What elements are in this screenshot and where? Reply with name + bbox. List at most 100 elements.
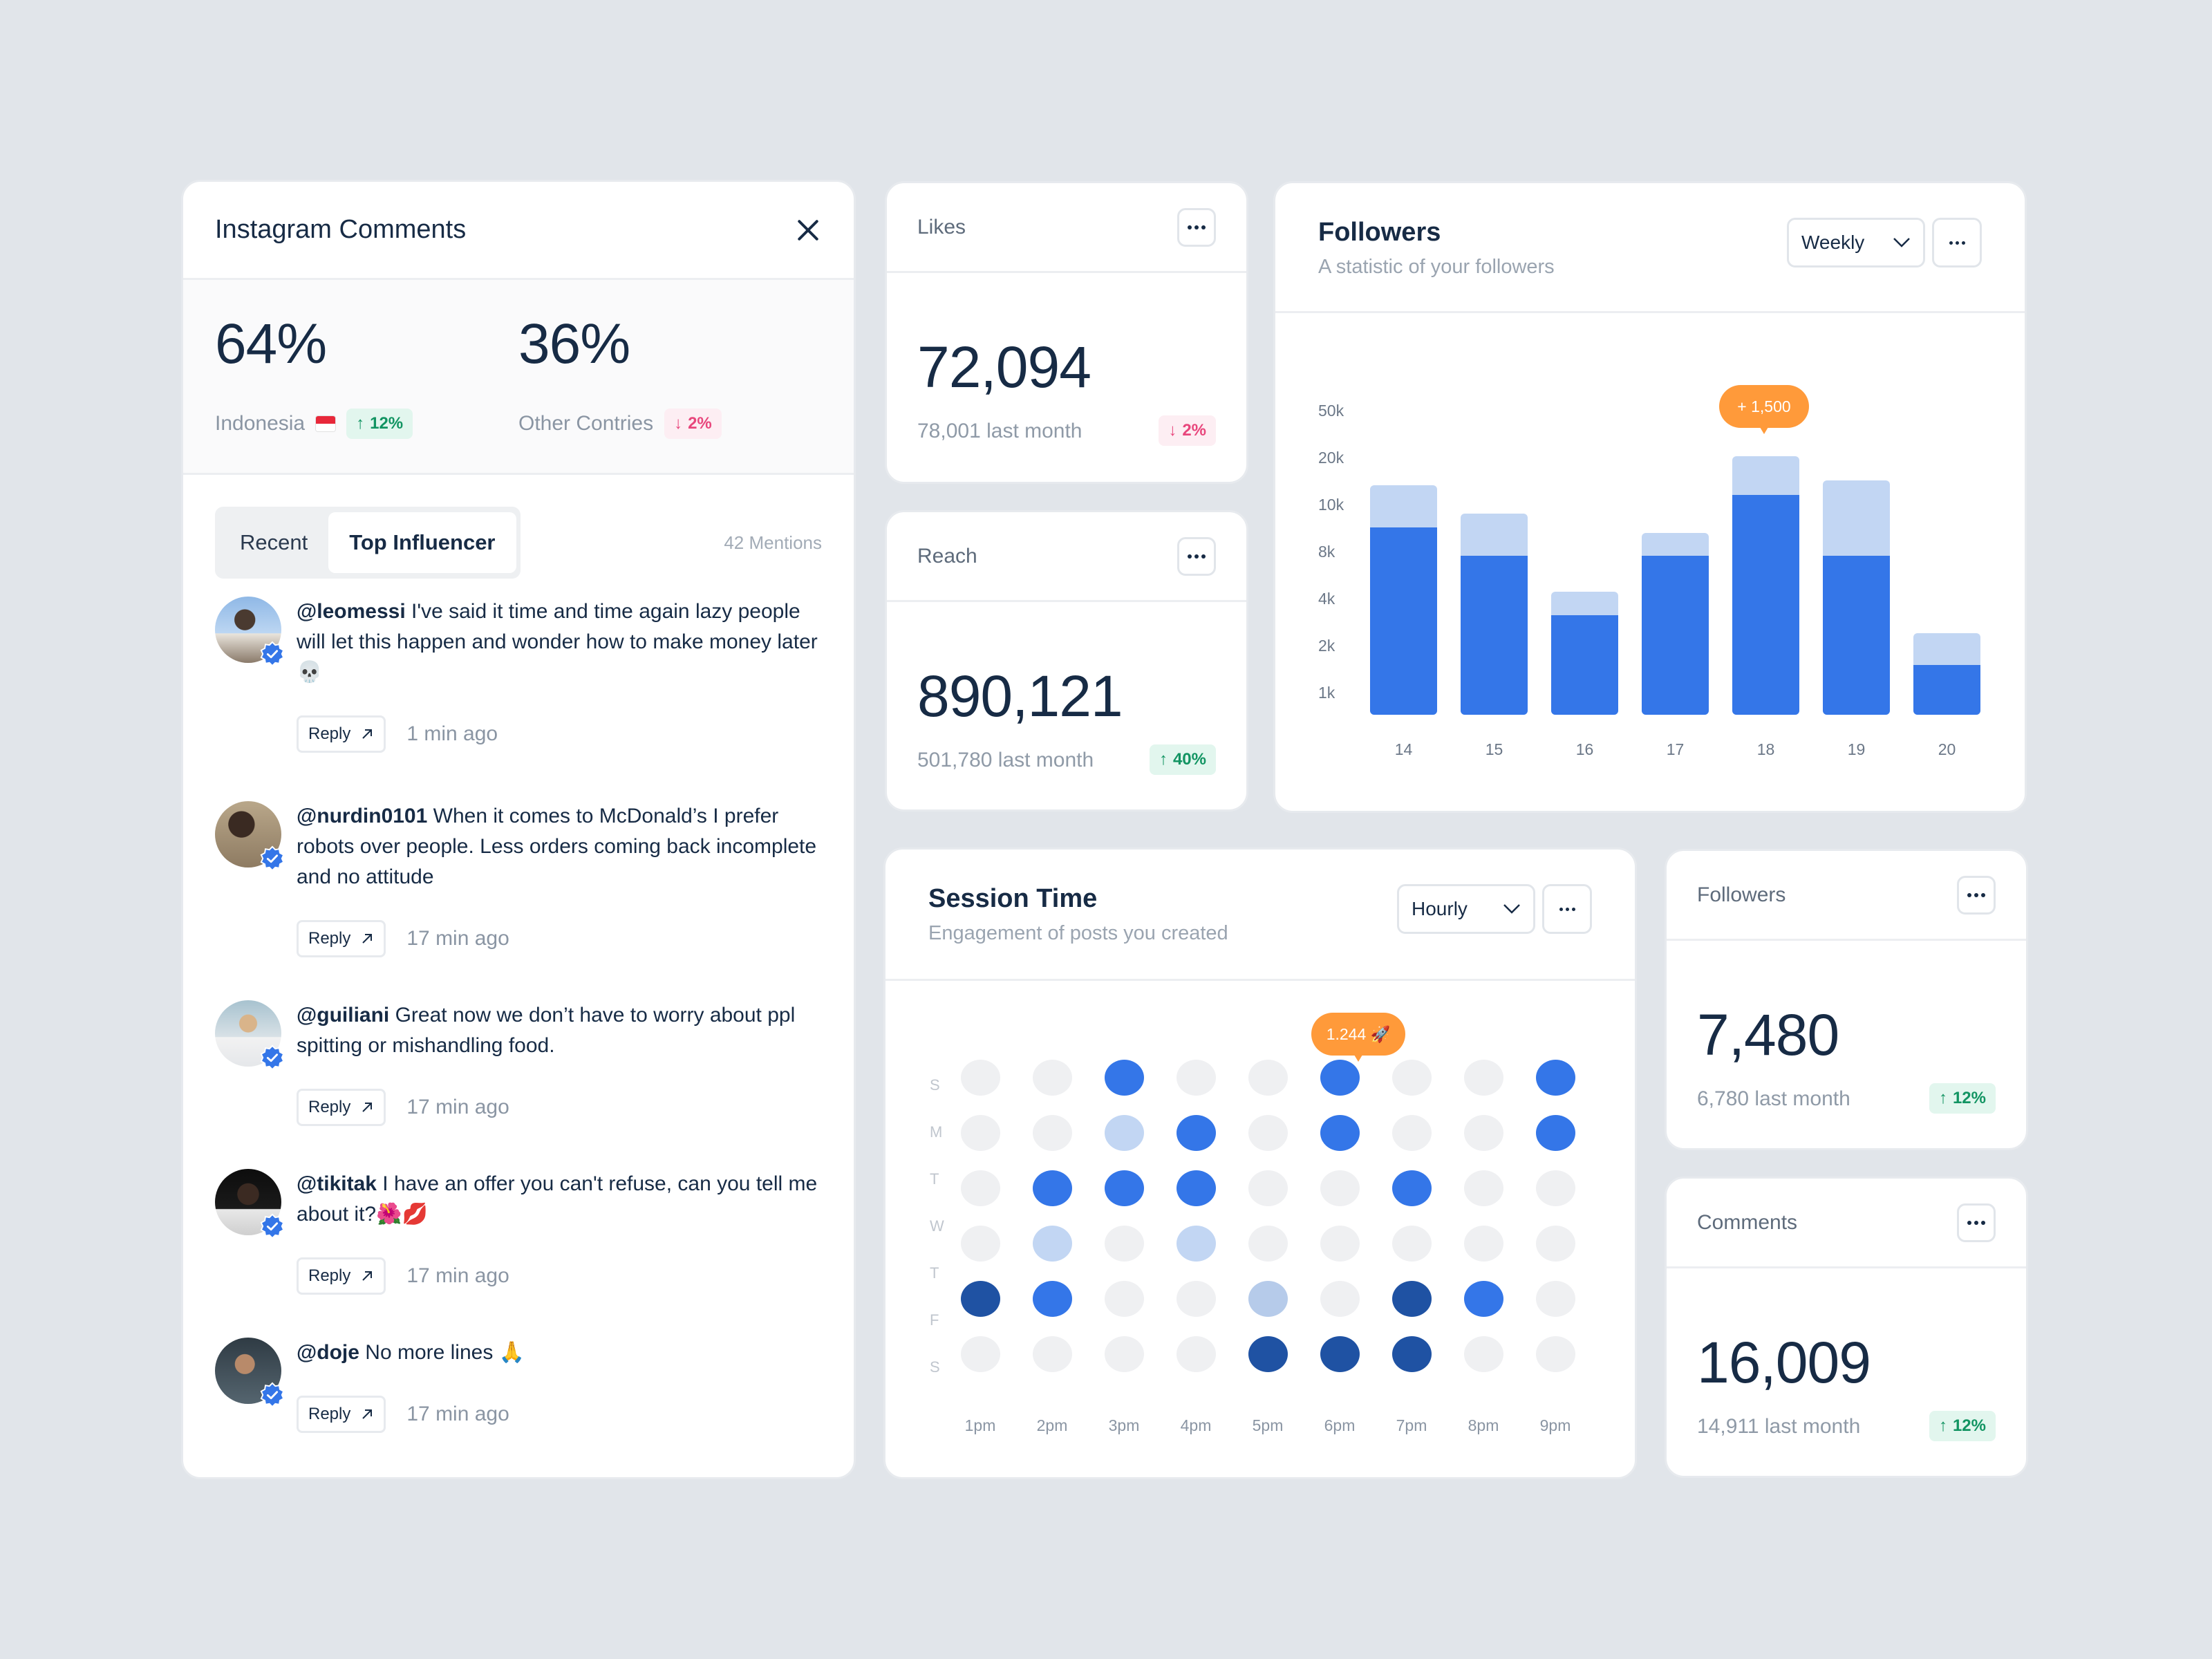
heatmap-cell[interactable] (1392, 1060, 1432, 1096)
day-label: T (930, 1170, 939, 1188)
split-value: 36% (518, 312, 630, 375)
heatmap-cell[interactable] (1536, 1281, 1575, 1317)
heatmap-cell[interactable] (1320, 1170, 1360, 1206)
comment-username[interactable]: @guiliani (297, 1004, 390, 1027)
comment-username[interactable]: @tikitak (297, 1172, 377, 1195)
avatar[interactable] (215, 801, 285, 872)
more-options-button[interactable] (1177, 536, 1216, 576)
heatmap-cell[interactable] (1464, 1336, 1503, 1372)
heatmap-cell[interactable] (1464, 1281, 1503, 1317)
heatmap-cell[interactable] (1105, 1170, 1144, 1206)
bar-20[interactable] (1913, 633, 1980, 715)
period-select[interactable]: Hourly (1397, 884, 1535, 934)
heatmap-cell[interactable] (961, 1170, 1000, 1206)
heatmap-cell[interactable] (1248, 1060, 1288, 1096)
more-options-button[interactable] (1542, 884, 1592, 934)
heatmap-cell[interactable] (1392, 1281, 1432, 1317)
x-tick-label: 16 (1575, 740, 1594, 758)
heatmap-cell[interactable] (1392, 1336, 1432, 1372)
tab-recent[interactable]: Recent (240, 530, 308, 554)
heatmap-cell[interactable] (1177, 1115, 1216, 1151)
heatmap-cell[interactable] (1105, 1226, 1144, 1262)
likes-card: Likes 72,094 78,001 last month ↓ 2% (885, 181, 1248, 484)
reply-button[interactable]: Reply (297, 1396, 386, 1433)
more-options-button[interactable] (1957, 875, 1996, 915)
comment-username[interactable]: @nurdin0101 (297, 805, 428, 827)
comment-time: 1 min ago (406, 722, 498, 745)
bar-19[interactable] (1823, 480, 1890, 715)
heatmap-cell[interactable] (1033, 1170, 1072, 1206)
followers-bar-chart: 50k 20k 10k 8k 4k 2k 1k 14 15 16 17 18 19 20 + 1,500 (1275, 183, 2025, 811)
reply-button[interactable]: Reply (297, 715, 386, 753)
avatar[interactable] (215, 1000, 285, 1071)
heatmap-cell[interactable] (961, 1226, 1000, 1262)
heatmap-cell[interactable] (961, 1060, 1000, 1096)
heatmap-cell[interactable] (1248, 1170, 1288, 1206)
avatar[interactable] (215, 1338, 285, 1408)
heatmap-cell[interactable] (961, 1281, 1000, 1317)
heatmap-cell[interactable] (1248, 1115, 1288, 1151)
heatmap-cell[interactable] (1248, 1281, 1288, 1317)
heatmap-cell[interactable] (1320, 1281, 1360, 1317)
heatmap-cell[interactable] (1033, 1281, 1072, 1317)
heatmap-cell[interactable] (1105, 1060, 1144, 1096)
more-options-button[interactable] (1932, 218, 1982, 268)
bar-15[interactable] (1461, 514, 1528, 715)
heatmap-cell[interactable] (1536, 1115, 1575, 1151)
heatmap-cell[interactable] (1033, 1226, 1072, 1262)
reply-button[interactable]: Reply (297, 920, 386, 957)
heatmap-cell[interactable] (1320, 1336, 1360, 1372)
heatmap-cell[interactable] (1536, 1170, 1575, 1206)
bar-14[interactable] (1370, 485, 1437, 715)
heatmap-cell[interactable] (1105, 1336, 1144, 1372)
heatmap-cell[interactable] (1177, 1060, 1216, 1096)
heatmap-cell[interactable] (1464, 1170, 1503, 1206)
heatmap-cell[interactable] (1105, 1115, 1144, 1151)
tab-top-influencer[interactable]: Top Influencer (328, 512, 516, 573)
heatmap-cell[interactable] (1464, 1226, 1503, 1262)
more-options-button[interactable] (1957, 1203, 1996, 1242)
stat-label: Reach (917, 544, 977, 568)
bar-16[interactable] (1551, 592, 1618, 715)
heatmap-cell[interactable] (1177, 1281, 1216, 1317)
bar-18[interactable] (1732, 456, 1799, 715)
reply-button[interactable]: Reply (297, 1089, 386, 1126)
heatmap-cell[interactable] (1392, 1170, 1432, 1206)
heatmap-cell[interactable] (1536, 1336, 1575, 1372)
reply-button[interactable]: Reply (297, 1257, 386, 1295)
heatmap-cell[interactable] (1177, 1336, 1216, 1372)
close-icon[interactable] (793, 215, 823, 245)
chart-subtitle: Engagement of posts you created (928, 922, 1228, 944)
comment-username[interactable]: @leomessi (297, 600, 406, 623)
heatmap-cell[interactable] (1392, 1115, 1432, 1151)
heatmap-cell[interactable] (1033, 1336, 1072, 1372)
avatar[interactable] (215, 1169, 285, 1239)
heatmap-cell[interactable] (1248, 1336, 1288, 1372)
heatmap-cell[interactable] (1033, 1115, 1072, 1151)
bar-17[interactable] (1642, 533, 1709, 715)
comment-item: @tikitak I have an offer you can't refus… (215, 1169, 822, 1295)
heatmap-cell[interactable] (1320, 1060, 1360, 1096)
period-value: Weekly (1801, 232, 1865, 253)
heatmap-cell[interactable] (1033, 1060, 1072, 1096)
heatmap-cell[interactable] (1392, 1226, 1432, 1262)
heatmap-cell[interactable] (1320, 1115, 1360, 1151)
heatmap-cell[interactable] (1177, 1170, 1216, 1206)
comment-text: @tikitak I have an offer you can't refus… (297, 1172, 818, 1226)
heatmap-cell[interactable] (1464, 1060, 1503, 1096)
heatmap-cell[interactable] (1536, 1060, 1575, 1096)
heatmap-cell[interactable] (1248, 1226, 1288, 1262)
heatmap-cell[interactable] (1105, 1281, 1144, 1317)
comment-username[interactable]: @doje (297, 1341, 359, 1364)
period-select[interactable]: Weekly (1787, 218, 1925, 268)
more-options-button[interactable] (1177, 207, 1216, 247)
heatmap-cell[interactable] (1177, 1226, 1216, 1262)
heatmap-cell[interactable] (961, 1115, 1000, 1151)
heatmap-cell[interactable] (961, 1336, 1000, 1372)
y-tick-label: 4k (1318, 590, 1335, 608)
comment-time: 17 min ago (406, 927, 509, 950)
heatmap-cell[interactable] (1464, 1115, 1503, 1151)
heatmap-cell[interactable] (1320, 1226, 1360, 1262)
heatmap-cell[interactable] (1536, 1226, 1575, 1262)
avatar[interactable] (215, 597, 285, 667)
